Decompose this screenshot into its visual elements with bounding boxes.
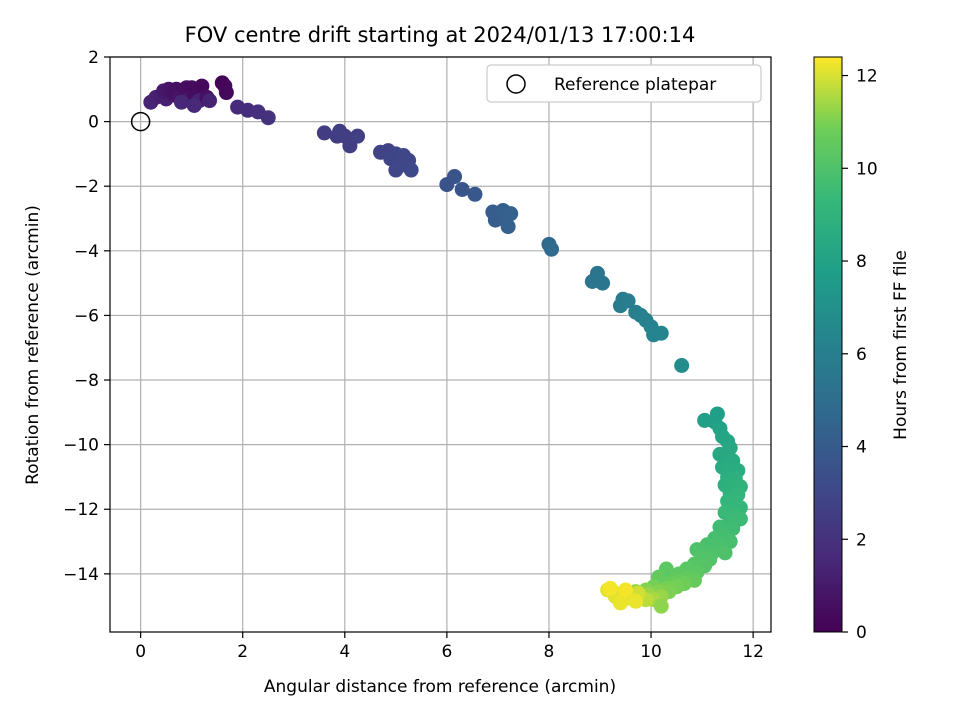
x-tick-label: 12 xyxy=(742,642,764,662)
data-point xyxy=(653,325,669,341)
data-point xyxy=(618,582,634,598)
data-point xyxy=(316,125,332,141)
y-tick-label: 0 xyxy=(88,113,99,133)
chart-title: FOV centre drift starting at 2024/01/13 … xyxy=(185,23,696,47)
data-point xyxy=(173,94,189,110)
colorbar-tick-label: 4 xyxy=(856,438,867,458)
x-tick-label: 8 xyxy=(544,642,555,662)
legend: Reference platepar xyxy=(486,64,762,103)
colorbar-tick-label: 12 xyxy=(856,67,878,87)
legend-box xyxy=(486,64,762,103)
data-point xyxy=(388,162,404,178)
y-axis-label: Rotation from reference (arcmin) xyxy=(23,205,43,485)
y-tick-label: −8 xyxy=(74,371,99,391)
y-tick-label: −6 xyxy=(74,306,99,326)
data-point xyxy=(186,97,202,113)
data-point xyxy=(447,169,463,185)
data-point xyxy=(467,186,483,202)
plot-frame xyxy=(109,56,772,633)
data-point xyxy=(612,595,628,611)
x-axis-label: Angular distance from reference (arcmin) xyxy=(264,677,616,697)
x-axis-ticks: 0 2 4 6 8 10 12 xyxy=(135,632,764,662)
x-tick-label: 6 xyxy=(441,642,452,662)
data-point xyxy=(218,85,234,101)
colorbar-tick-label: 10 xyxy=(856,159,878,179)
scatter-points xyxy=(143,75,748,614)
data-point xyxy=(403,162,419,178)
colorbar-tick-label: 6 xyxy=(856,345,867,365)
y-tick-label: −12 xyxy=(63,500,99,520)
data-point xyxy=(194,78,210,94)
data-point xyxy=(503,206,519,222)
data-point xyxy=(202,93,218,109)
colorbar-tick-label: 2 xyxy=(856,530,867,550)
colorbar-tick-label: 8 xyxy=(856,252,867,272)
data-point xyxy=(350,128,366,144)
data-point xyxy=(500,219,516,235)
x-tick-label: 4 xyxy=(339,642,350,662)
colorbar-tick-label: 0 xyxy=(856,623,867,643)
y-tick-label: −14 xyxy=(63,565,99,585)
x-tick-label: 2 xyxy=(237,642,248,662)
data-point xyxy=(602,580,618,596)
grid-lines xyxy=(110,56,771,632)
data-point xyxy=(595,275,611,291)
y-tick-label: −4 xyxy=(74,242,99,262)
data-point xyxy=(653,598,669,614)
y-tick-label: 2 xyxy=(88,48,99,68)
legend-entry: Reference platepar xyxy=(554,75,716,95)
data-point xyxy=(260,110,276,126)
colorbar-ticks: 0 2 4 6 8 10 12 xyxy=(842,67,878,643)
data-point xyxy=(454,181,470,197)
legend-marker xyxy=(506,74,526,94)
colorbar-gradient xyxy=(813,56,843,633)
reference-point-marker xyxy=(130,111,151,132)
data-point xyxy=(717,545,733,561)
data-point xyxy=(620,293,636,309)
y-tick-label: −10 xyxy=(63,436,99,456)
data-point xyxy=(628,593,644,609)
data-point xyxy=(544,241,560,257)
y-axis-ticks: 2 0 −2 −4 −6 −8 −10 −12 −14 xyxy=(63,48,110,585)
y-tick-label: −2 xyxy=(74,177,99,197)
data-point xyxy=(674,357,690,373)
colorbar-label: Hours from first FF file xyxy=(891,250,911,440)
colorbar: 0 2 4 6 8 10 12 Hours from first FF file xyxy=(813,56,911,643)
x-tick-label: 10 xyxy=(640,642,662,662)
x-tick-label: 0 xyxy=(135,642,146,662)
